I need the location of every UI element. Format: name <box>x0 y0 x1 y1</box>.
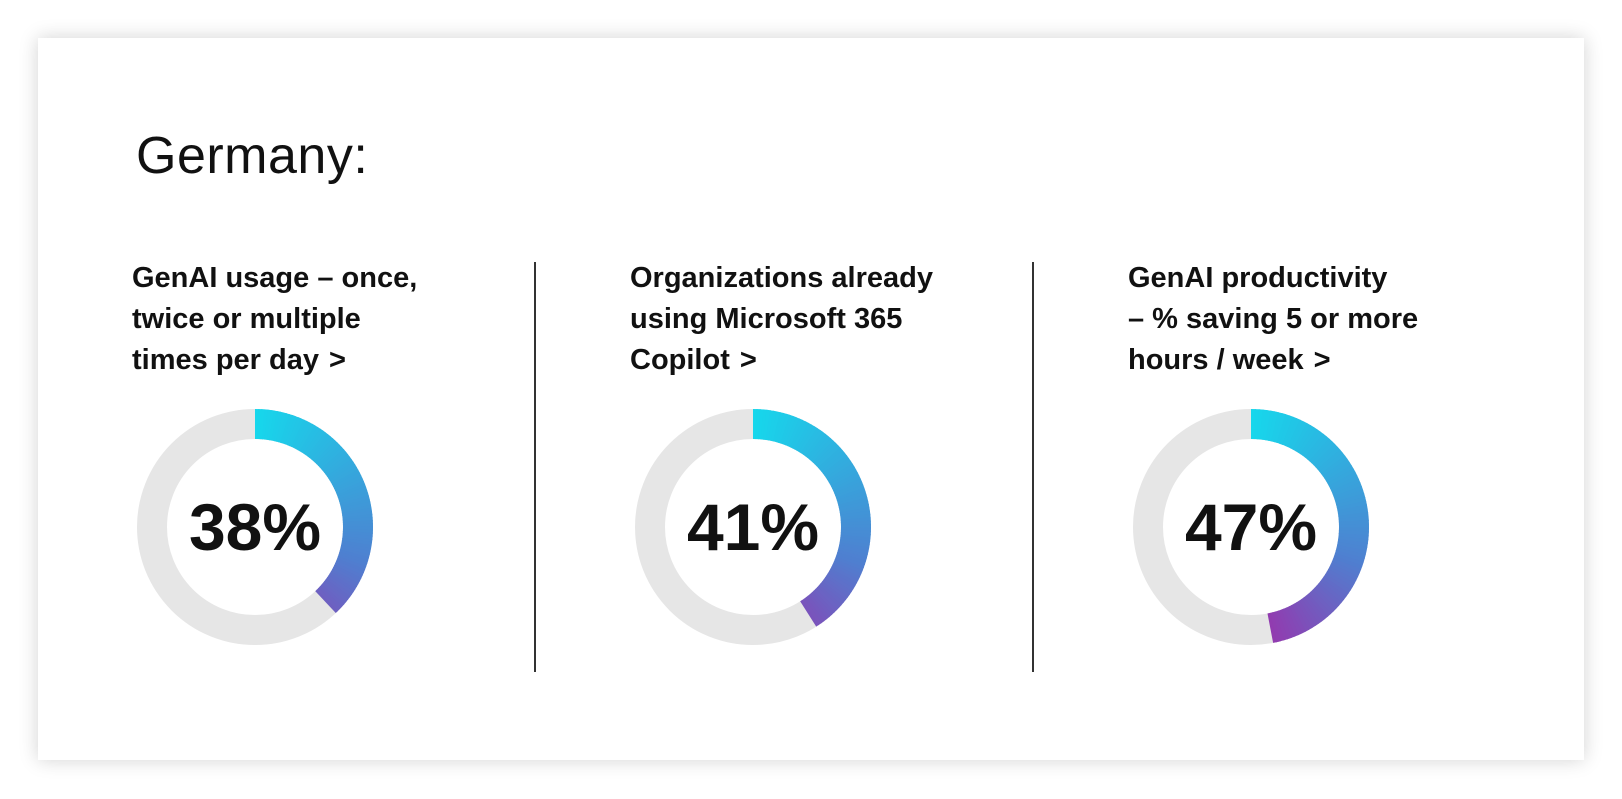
donut-svg <box>635 409 871 645</box>
donut-arc-segment <box>800 599 820 627</box>
chevron-right-icon: > <box>328 344 346 376</box>
stats-card: Germany: GenAI usage – once, twice or mu… <box>38 38 1584 760</box>
stat-panel-productivity: GenAI productivity – % saving 5 or more … <box>1128 258 1508 381</box>
chevron-right-icon: > <box>1313 344 1331 376</box>
stat-title-link[interactable]: GenAI productivity – % saving 5 or more … <box>1128 258 1508 381</box>
chevron-right-icon: > <box>739 344 757 376</box>
donut-chart-genai-usage: 38% <box>130 402 380 652</box>
donut-chart-copilot: 41% <box>628 402 878 652</box>
stat-title-text: Organizations already using Microsoft 36… <box>630 262 933 376</box>
donut-arc-segment <box>1267 612 1277 643</box>
panel-divider <box>1032 262 1034 672</box>
stat-panel-copilot: Organizations already using Microsoft 36… <box>630 258 1010 381</box>
page-title: Germany: <box>136 127 369 185</box>
stat-title-text: GenAI productivity – % saving 5 or more … <box>1128 262 1419 376</box>
donut-value-label: 38% <box>188 490 322 564</box>
donut-chart-productivity: 47% <box>1126 402 1376 652</box>
stat-title-link[interactable]: Organizations already using Microsoft 36… <box>630 258 1010 381</box>
donut-svg <box>1133 409 1369 645</box>
stat-title-link[interactable]: GenAI usage – once, twice or multiple ti… <box>132 258 512 381</box>
donut-svg <box>137 409 373 645</box>
donut-value-arc <box>1250 409 1369 643</box>
donut-arc-segment <box>315 589 339 614</box>
donut-value-label: 41% <box>686 490 820 564</box>
stat-title-text: GenAI usage – once, twice or multiple ti… <box>132 262 418 376</box>
donut-value-arc <box>254 409 373 614</box>
stat-panel-genai-usage: GenAI usage – once, twice or multiple ti… <box>132 258 512 381</box>
donut-value-label: 47% <box>1184 490 1318 564</box>
donut-value-arc <box>752 409 871 627</box>
panel-divider <box>534 262 536 672</box>
